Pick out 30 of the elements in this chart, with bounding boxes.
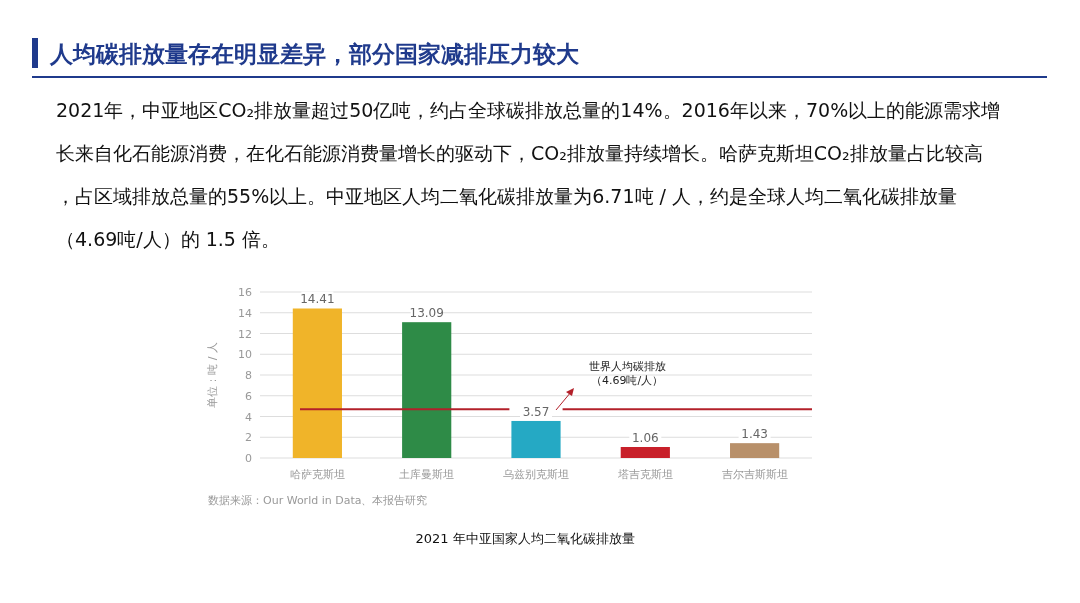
bar: [402, 322, 452, 458]
x-tick-label: 吉尔吉斯斯坦: [721, 468, 788, 481]
y-tick-label: 0: [245, 452, 252, 465]
data-label: 3.57: [522, 404, 550, 419]
text: 2021 年中亚国家人均二氧化碳排放量: [415, 531, 635, 546]
bar: [511, 420, 561, 458]
data-label: 1.43: [741, 427, 768, 442]
y-tick-label: 4: [245, 410, 252, 424]
chart-subtitle: 2021年，中亚地区CO₂排放量超过50亿吨，约占全球碳排放总量的14%。2016年以来，70%以上的能源需求增长来自化石能源消费，在化石能源消费量增长的驱动下，CO₂排放量持续增长。哈萨克斯坦CO₂排放量占比较高，占区域排放总量的55%以上。中亚地区人均二氧化碳排放量为6.71吨 / 人，约是全球人均二氧化碳排放量（4.69吨/人）的 1.5 倍。: [56, 99, 1001, 250]
ref-line-label: 世界人均碳排放（4.69吨/人）: [588, 360, 666, 387]
y-axis-title: 单位：吨 / 人: [206, 342, 219, 408]
data-label: 1.06: [631, 431, 659, 445]
y-tick-label: 6: [245, 389, 252, 403]
data-label: 14.41: [300, 292, 335, 307]
bar: [292, 308, 342, 458]
data-label: 13.09: [409, 306, 444, 321]
chart-title: 人均碳排放量存在明显差异，部分国家减排压力较大: [49, 41, 580, 67]
bar: [730, 443, 780, 458]
x-tick-label: 土库曼斯坦: [399, 468, 455, 481]
y-tick-label: 12: [238, 327, 252, 341]
x-tick-label: 哈萨克斯坦: [289, 468, 345, 481]
y-tick-label: 14: [238, 306, 252, 320]
y-tick-label: 2: [245, 431, 252, 445]
y-tick-label: 8: [245, 369, 252, 382]
y-tick-label: 10: [238, 348, 252, 362]
source-note: 数据来源：Our World in Data、本报告研究: [208, 494, 428, 507]
x-tick-label: 塔吉克斯坦: [616, 468, 673, 481]
x-tick-label: 乌兹别克斯坦: [503, 468, 569, 481]
y-tick-label: 16: [238, 286, 252, 299]
bar: [620, 447, 670, 458]
